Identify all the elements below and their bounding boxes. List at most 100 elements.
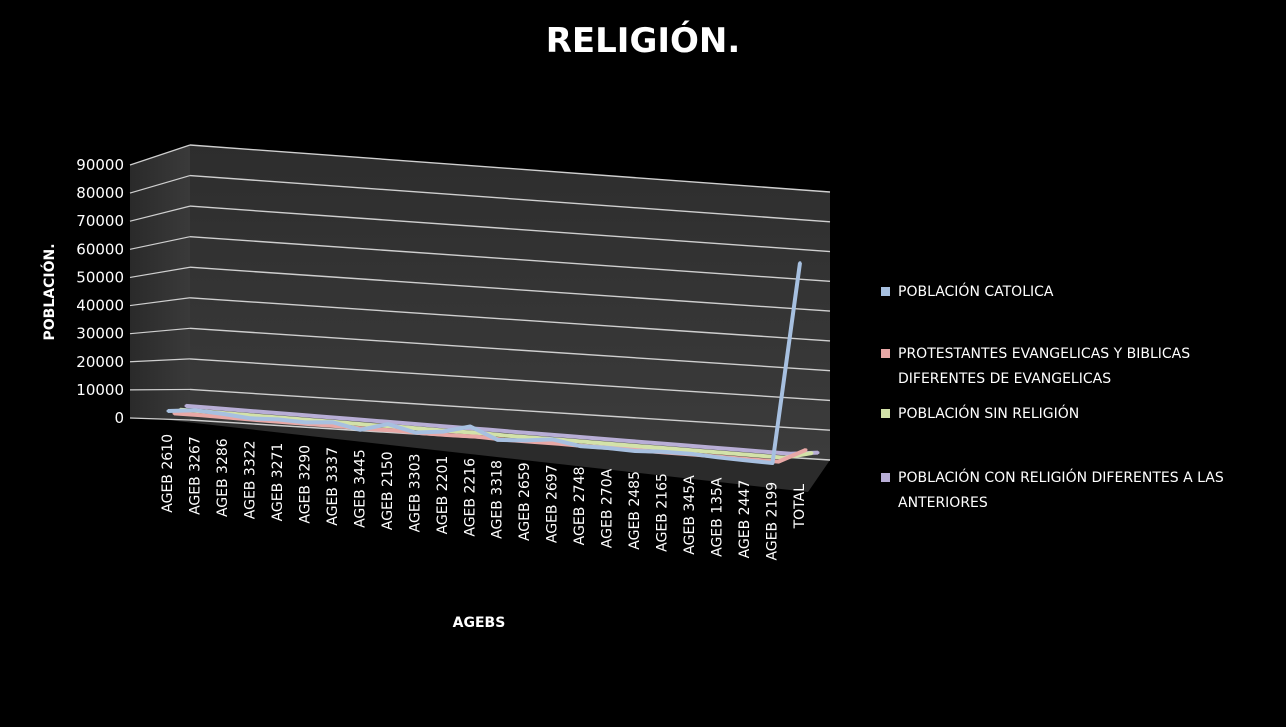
y-axis-ticks: 0 10000 20000 30000 40000 50000 60000 70000 8000… [76,156,124,427]
series-3-point-13 [541,432,545,436]
chart-title: RELIGIÓN. [546,20,741,61]
series-2-point-19 [700,449,704,453]
x-tick-label: AGEB 2150 [380,451,396,530]
series-0-point-2 [221,412,225,416]
series-0-point-5 [303,420,307,424]
series-1-point-23 [804,448,808,452]
series-3-point-12 [514,430,518,434]
x-tick-label: AGEB 2697 [545,464,561,543]
x-axis-labels: AGEB 2610 AGEB 3267 AGEB 3286 AGEB 3322 AGEB… [160,434,808,561]
x-tick-label: AGEB 3271 [270,443,286,522]
gridline-side [129,174,191,194]
series-1-point-1 [200,413,203,417]
series-0-point-10 [441,430,445,434]
back-wall [190,145,830,460]
series-2-point-20 [728,451,732,455]
x-tick-label: AGEB 2447 [737,480,753,559]
series-3-point-15 [596,437,600,440]
gridline-side [129,327,191,335]
legend-label: PROTESTANTES EVANGELICAS Y BIBLICAS DIFER… [898,346,1190,387]
series-2-point-9 [425,427,429,431]
series-0-point-4 [276,417,280,421]
x-tick-label: AGEB 3267 [188,436,204,515]
legend-swatch [881,349,890,358]
series-0-point-7 [358,428,362,432]
series-0-point-0 [166,409,170,413]
gridline [189,297,831,342]
legend-swatch [881,409,890,418]
series-3-point-2 [239,408,243,412]
y-tick-label: 30000 [76,325,124,343]
series-0-point-13 [523,438,527,442]
series-3-point-0 [184,404,188,408]
x-tick-label: AGEB 3318 [490,460,506,539]
series-0-point-3 [248,416,252,420]
x-tick-label: AGEB 3445 [352,449,368,528]
legend-label: POBLACIÓN SIN RELIGIÓN [898,404,1079,422]
series-2-point-15 [590,440,594,444]
x-tick-label: AGEB 2201 [435,456,451,535]
x-tick-label: AGEB 3290 [297,445,313,524]
series-3-point-14 [569,434,573,438]
series-0-point-14 [551,437,555,441]
x-tick-label: AGEB 3303 [407,454,423,533]
series-1-point-10 [447,433,451,437]
series-3-point-4 [294,413,298,416]
y-tick-label: 0 [114,409,124,427]
y-tick-label: 90000 [76,156,124,174]
y-tick-label: 50000 [76,268,124,286]
series-2-point-23 [810,451,814,455]
series-3-point-1 [212,406,215,410]
x-tick-label: AGEB 3286 [215,438,231,517]
side-wall [130,145,190,420]
series-1-point-22 [777,460,780,464]
series-line-3 [185,403,819,456]
series-3-point-17 [651,441,655,445]
series-line-2 [179,407,813,460]
gridline [189,266,831,312]
series-0-point-15 [578,444,582,448]
legend-swatch [881,473,890,482]
y-tick-label: 10000 [76,381,124,399]
y-axis-title: POBLACIÓN. [40,243,58,340]
series-3-point-18 [679,443,683,447]
series-2-point-17 [645,445,649,449]
y-tick-label: 40000 [76,297,124,315]
gridline-side [129,358,191,363]
gridline-side [129,297,191,307]
series-2-point-18 [673,447,677,451]
x-tick-label: AGEB 2165 [655,473,671,552]
x-tick-label: AGEB 135A [710,477,726,557]
x-axis-title: AGEBS [453,615,506,631]
gridline-side [129,417,191,421]
series-0-point-21 [743,458,747,462]
gridline-side [129,205,191,222]
series-0-point-20 [716,455,720,459]
series-3-point-21 [761,450,765,454]
x-tick-label: AGEB 3337 [325,447,341,526]
series-0-point-8 [386,422,390,426]
y-tick-label: 20000 [76,353,124,371]
series-3-point-3 [266,410,270,414]
x-tick-label: AGEB 2659 [517,462,533,541]
series-3-point-16 [624,439,628,443]
gridline [189,144,831,193]
legend-swatch [881,287,890,296]
gridline [189,388,831,431]
gridline [189,358,831,402]
series-0-point-9 [413,431,417,434]
gridline-side [129,266,191,279]
series-0-point-11 [468,425,472,428]
series-0-point-18 [661,450,665,454]
legend: POBLACIÓN CATOLICA PROTESTANTES EVANGELIC… [881,282,1224,511]
gridline [189,235,831,283]
series-3-point-20 [734,447,738,451]
series-0-point-17 [633,449,637,453]
series-0-point-6 [331,420,335,424]
series-3-point-6 [349,417,353,421]
series-3-point-7 [376,419,380,423]
x-tick-label: AGEB 2748 [572,467,588,546]
series-3-point-11 [486,428,490,432]
x-tick-label: AGEB 2199 [765,482,781,561]
y-tick-label: 80000 [76,184,124,202]
